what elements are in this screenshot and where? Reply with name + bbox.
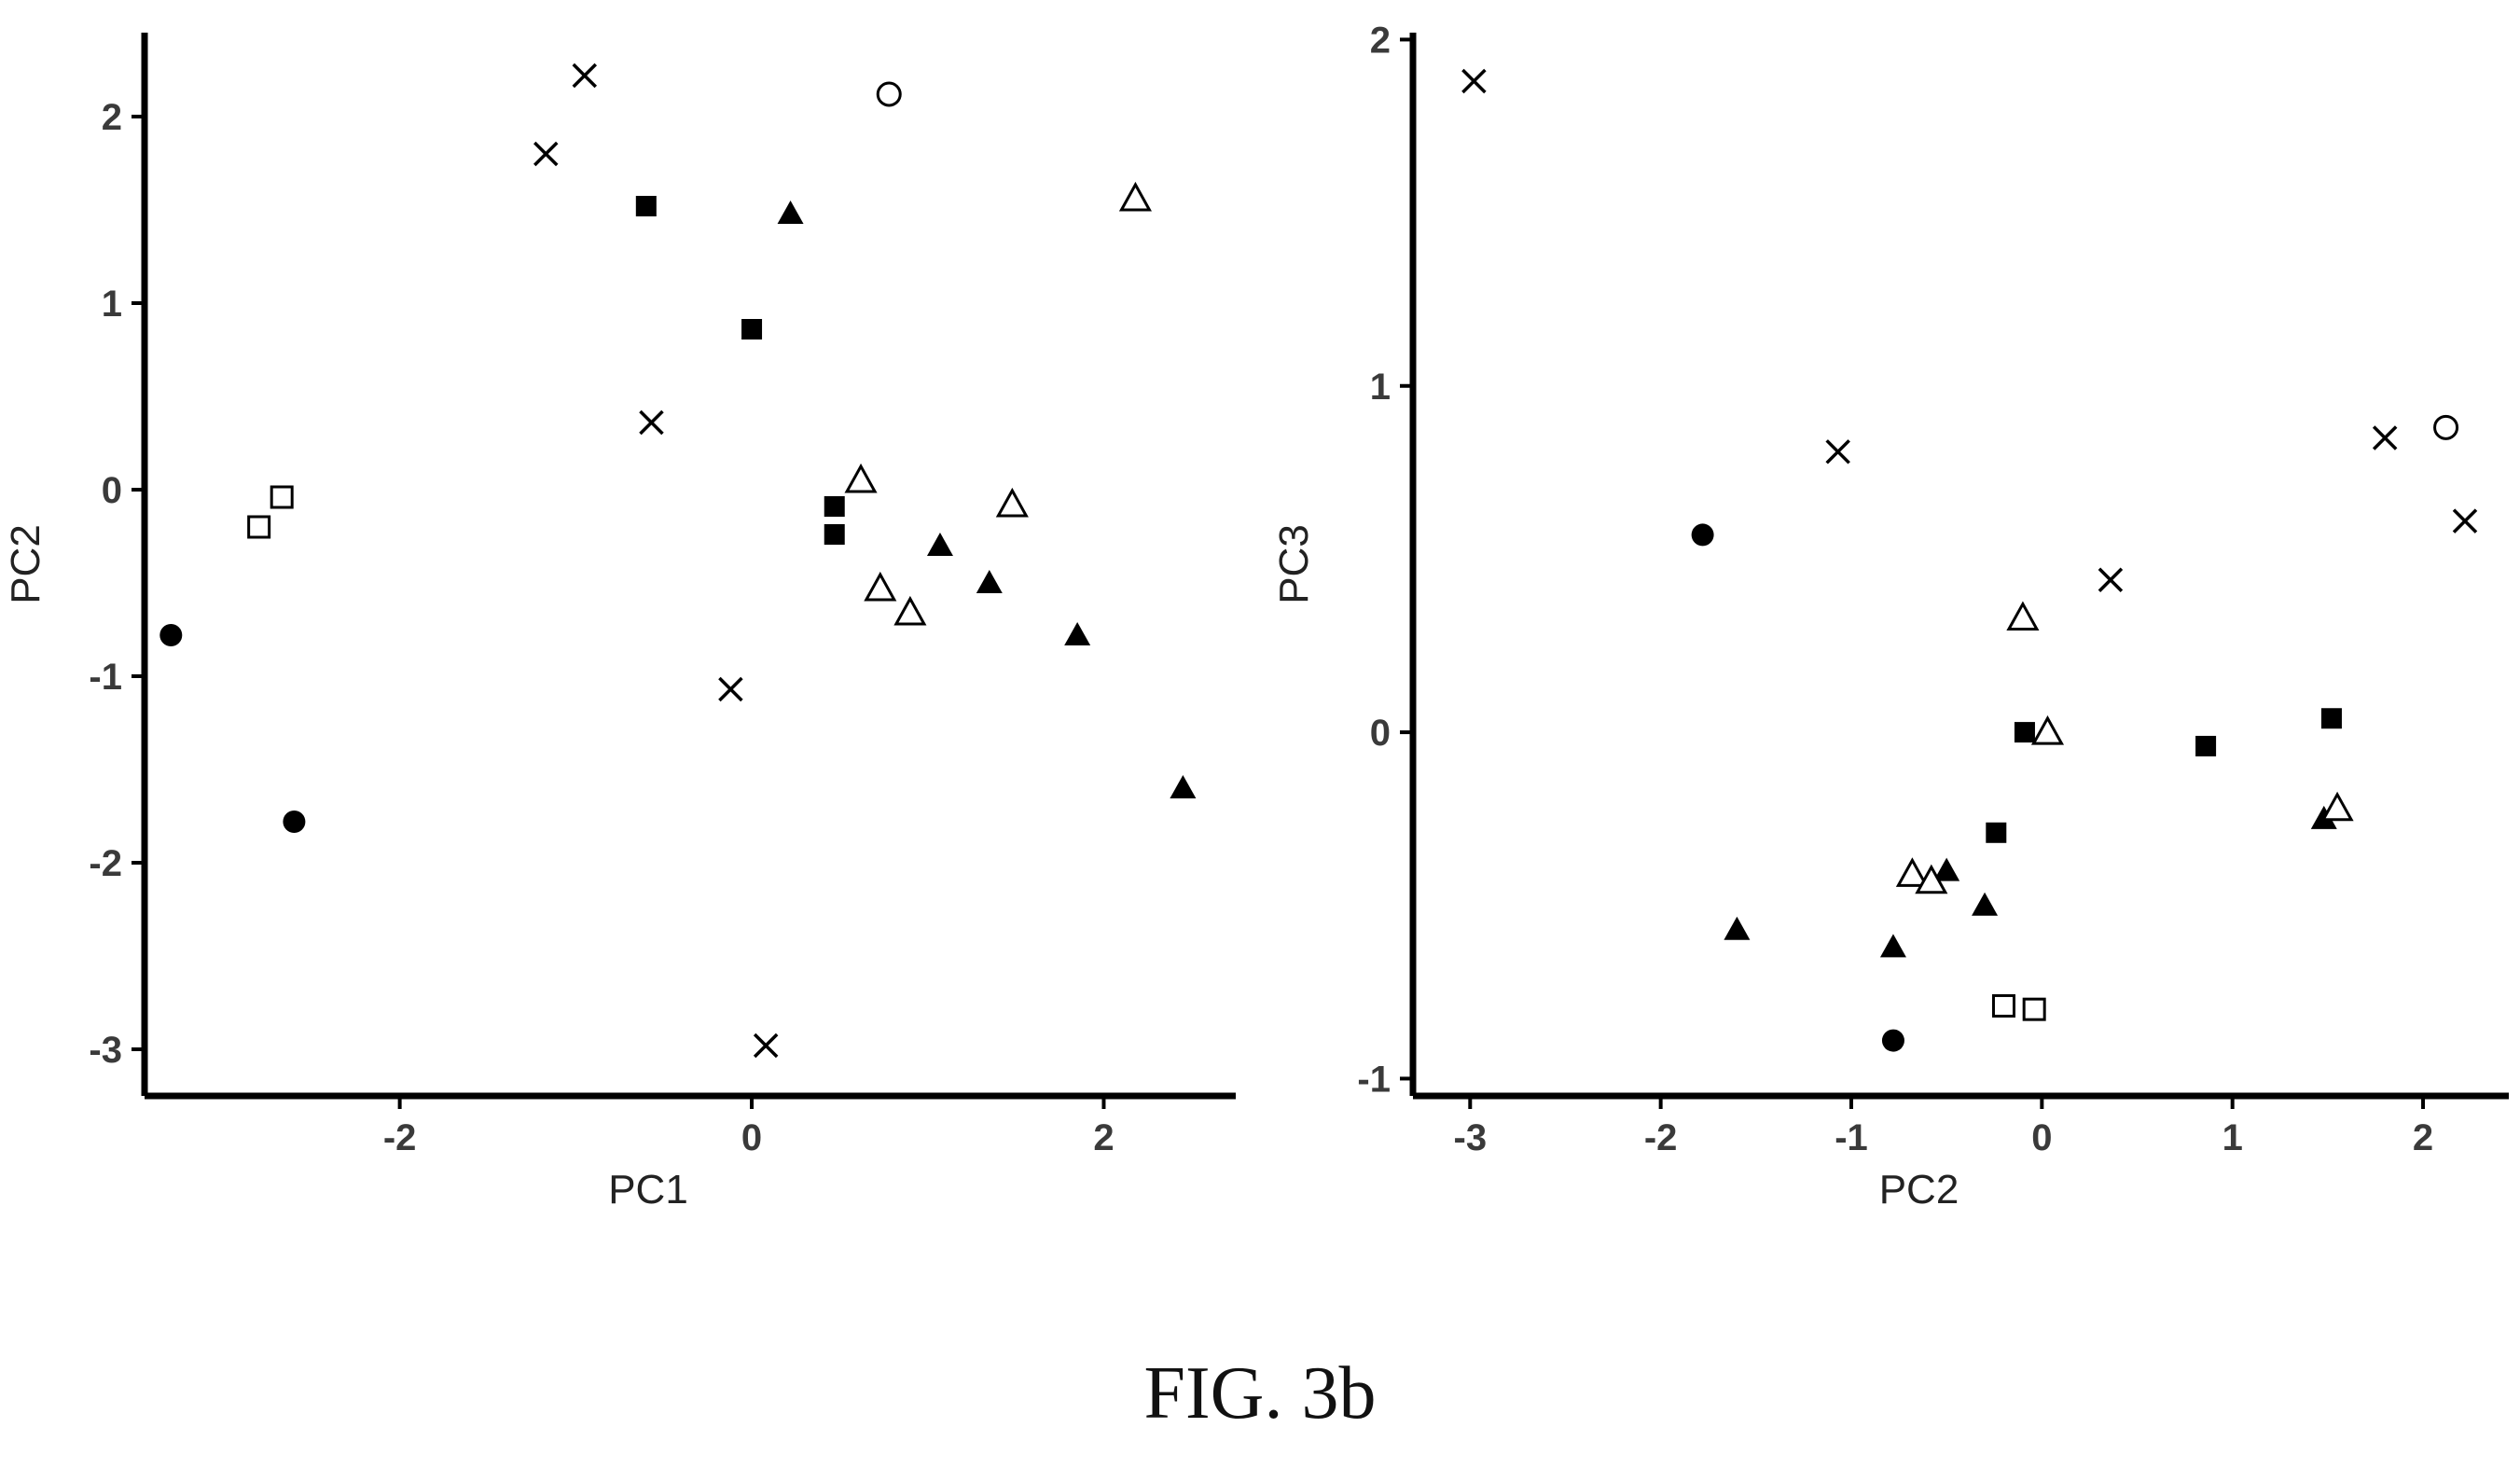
x-tick-label: 1: [2222, 1117, 2243, 1158]
data-point-open-triangle: [1915, 864, 1948, 894]
y-tick-label: -1: [89, 657, 122, 698]
data-point-filled-triangle: [1064, 622, 1091, 645]
x-axis-title: PC2: [1879, 1167, 1959, 1213]
data-point-filled-triangle: [1724, 916, 1751, 940]
data-point-filled-square: [2014, 722, 2035, 743]
y-tick-label: 2: [102, 97, 122, 138]
y-tick-label: 0: [1370, 713, 1391, 754]
x-tick-label: 0: [741, 1117, 762, 1158]
data-point-open-triangle: [893, 595, 927, 626]
data-point-open-triangle: [995, 487, 1029, 518]
data-point-filled-square: [635, 196, 657, 216]
data-point-filled-triangle: [976, 570, 1003, 593]
data-point-cross: [533, 141, 559, 167]
data-point-filled-circle: [283, 811, 306, 833]
data-point-cross: [1461, 68, 1487, 94]
x-tick-label: 0: [2031, 1117, 2052, 1158]
data-point-open-square: [270, 485, 294, 509]
data-point-open-triangle: [1895, 857, 1929, 887]
data-point-filled-circle: [1881, 1029, 1904, 1052]
data-point-filled-square: [2195, 735, 2217, 756]
pc2-pc3-scatter-plot: -3 -2 -1 0 1 2 2 1 0 -1 PC2 PC3: [1271, 20, 2509, 1213]
data-point-open-circle: [876, 81, 902, 107]
data-point-open-square: [2022, 997, 2046, 1021]
x-tick-label: -1: [1835, 1117, 1868, 1158]
data-point-filled-circle: [159, 624, 183, 646]
x-tick-label: -2: [383, 1117, 417, 1158]
data-point-cross: [639, 409, 664, 436]
x-tick-label: 2: [1093, 1117, 1114, 1158]
data-point-filled-square: [824, 524, 845, 545]
data-point-filled-triangle: [1933, 857, 1960, 881]
data-point-open-triangle: [2030, 715, 2065, 745]
data-point-open-circle: [2433, 414, 2459, 440]
y-tick-label: 1: [1370, 367, 1391, 408]
data-point-filled-circle: [1691, 523, 1714, 547]
y-tick-label: 0: [102, 470, 122, 511]
pc1-pc2-scatter-plot: -2 0 2 2 1 0 -1 -2 -3 PC1 PC2: [3, 33, 1236, 1213]
y-tick-label: -1: [1357, 1059, 1391, 1100]
data-point-open-triangle: [864, 571, 897, 602]
data-point-filled-triangle: [1170, 775, 1197, 798]
y-tick-label: -3: [89, 1030, 122, 1071]
data-point-cross: [1825, 439, 1850, 464]
data-point-cross: [572, 62, 598, 89]
figure-caption: FIG. 3b: [1144, 1352, 1377, 1434]
data-point-cross: [2098, 567, 2124, 592]
y-axis-title: PC3: [1271, 524, 1317, 604]
data-point-filled-square: [824, 496, 845, 517]
x-tick-label: -3: [1454, 1117, 1488, 1158]
data-point-cross: [753, 1032, 779, 1059]
data-point-filled-square: [1986, 822, 2007, 843]
data-point-filled-triangle: [926, 533, 953, 556]
data-point-open-triangle: [2006, 601, 2040, 631]
data-point-cross: [2452, 508, 2478, 534]
x-tick-label: -2: [1644, 1117, 1678, 1158]
data-point-open-square: [247, 515, 271, 539]
data-point-filled-triangle: [1879, 934, 1906, 958]
x-axis-title: PC1: [608, 1167, 688, 1213]
y-tick-label: 2: [1370, 20, 1391, 61]
y-tick-label: -2: [89, 843, 122, 884]
x-tick-label: 2: [2413, 1117, 2433, 1158]
y-axis-title: PC2: [3, 524, 48, 604]
data-point-open-triangle: [844, 463, 878, 493]
data-point-cross: [718, 676, 743, 702]
y-tick-label: 1: [102, 284, 122, 325]
data-point-filled-square: [2320, 708, 2342, 729]
data-point-open-triangle: [2320, 791, 2354, 822]
data-point-filled-triangle: [1972, 892, 1999, 916]
data-point-filled-triangle: [777, 201, 804, 224]
data-point-open-square: [1991, 993, 2015, 1018]
data-point-filled-square: [741, 319, 763, 340]
data-point-open-triangle: [1118, 181, 1152, 212]
data-point-cross: [2372, 425, 2398, 450]
